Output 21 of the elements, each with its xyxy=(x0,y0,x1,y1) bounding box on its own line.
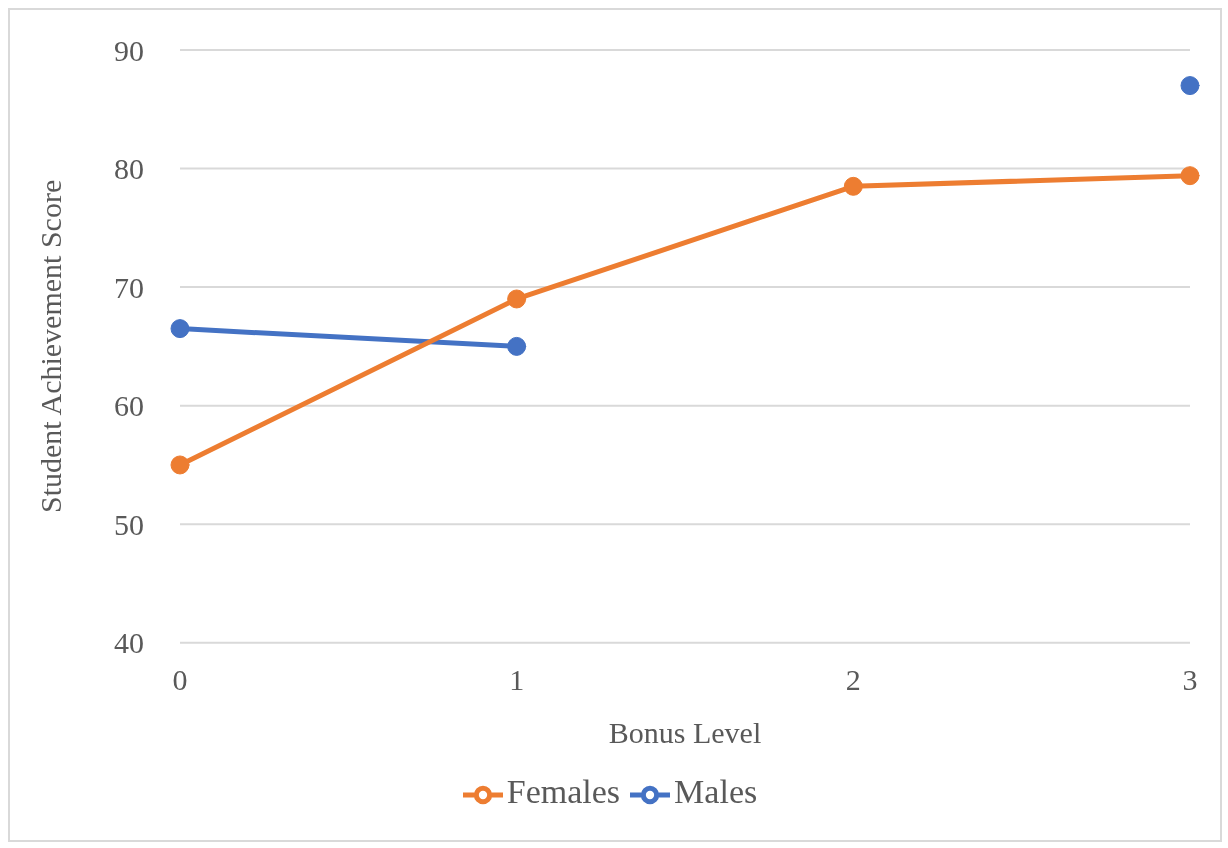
point xyxy=(1180,166,1200,186)
x-tick-label: 2 xyxy=(845,663,861,697)
x-tick-label: 1 xyxy=(509,663,525,697)
point xyxy=(507,289,527,309)
y-tick-label: 50 xyxy=(114,507,144,541)
point xyxy=(170,455,190,475)
x-tick-label: 0 xyxy=(172,663,188,697)
y-tick-label: 80 xyxy=(114,152,144,186)
point xyxy=(1180,76,1200,96)
x-tick-label: 3 xyxy=(1182,663,1198,697)
point xyxy=(170,319,190,339)
point xyxy=(507,336,527,356)
y-tick-label: 60 xyxy=(114,389,144,423)
point xyxy=(843,176,863,196)
y-tick-label: 90 xyxy=(114,33,144,67)
y-tick-label: 70 xyxy=(114,270,144,304)
y-tick-label: 40 xyxy=(114,626,144,660)
y-axis-title: Student Achievement Score xyxy=(33,179,67,514)
legend-label: Males xyxy=(674,772,758,810)
x-axis-title: Bonus Level xyxy=(608,715,762,749)
legend-label: Females xyxy=(506,772,621,810)
